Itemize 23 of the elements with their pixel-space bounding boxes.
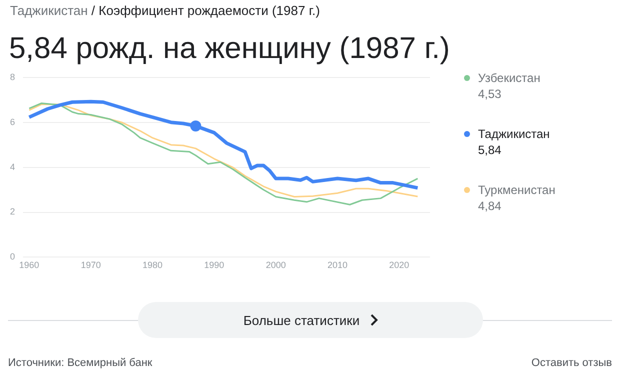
- legend-label: Таджикистан: [478, 126, 551, 142]
- x-tick-label: 1960: [19, 260, 40, 270]
- y-tick-label: 0: [10, 252, 16, 262]
- x-tick-label: 1990: [204, 260, 224, 270]
- y-tick-label: 6: [10, 116, 16, 127]
- text: Источники: Всемирный банк: [8, 357, 152, 369]
- text: 5,84: [478, 142, 502, 158]
- legend-label: Узбекистан: [478, 70, 542, 86]
- legend-label: Туркменистан: [478, 182, 556, 198]
- y-tick-label: 2: [10, 206, 16, 217]
- chart-subtitle: Таджикистан / Коэффициент рождаемости (1987 г.): [10, 3, 320, 18]
- text: 4,84: [478, 198, 502, 214]
- x-tick-label: 2000: [266, 260, 286, 270]
- text: Больше статистики: [243, 312, 360, 328]
- text: 4,53: [478, 86, 502, 102]
- x-tick-label: 2010: [327, 260, 348, 270]
- x-tick-label: 2020: [389, 260, 410, 270]
- y-tick-label: 4: [10, 162, 16, 172]
- text: Оставить отзыв: [531, 357, 612, 369]
- x-tick-label: 1980: [142, 260, 163, 270]
- x-tick-label: 1970: [80, 260, 101, 270]
- chart-title: 5,84 рожд. на женщину (1987 г.): [9, 32, 450, 66]
- y-tick-label: 8: [10, 72, 16, 82]
